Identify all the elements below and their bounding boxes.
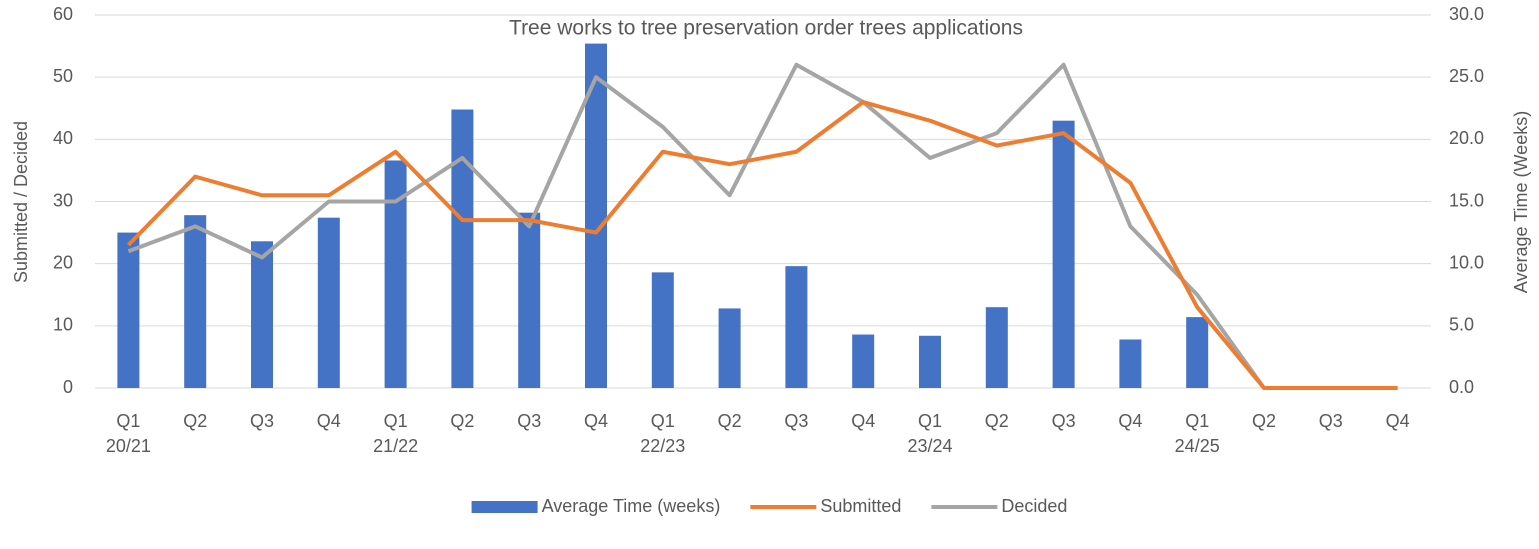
bar (651, 272, 674, 388)
x-tick-label: Q1 (1185, 411, 1209, 431)
bar (251, 241, 273, 388)
x-tick-label: Q1 (918, 411, 942, 431)
x-group-label: 22/23 (640, 436, 685, 456)
y2-tick-label: 0.0 (1449, 377, 1474, 397)
y-tick-label: 0 (63, 377, 73, 397)
x-tick-label: Q4 (584, 411, 608, 431)
bar (585, 43, 607, 388)
bar (785, 266, 808, 388)
y2-tick-label: 10.0 (1449, 252, 1484, 272)
x-tick-label: Q2 (718, 411, 742, 431)
y-tick-label: 30 (53, 190, 73, 210)
bar (852, 334, 875, 388)
x-group-label: 20/21 (106, 436, 151, 456)
x-tick-label: Q2 (183, 411, 207, 431)
x-tick-label: Q2 (450, 411, 474, 431)
x-tick-label: Q3 (517, 411, 541, 431)
x-tick-label: Q4 (317, 411, 341, 431)
x-tick-label: Q3 (1319, 411, 1343, 431)
y-tick-label: 20 (53, 252, 73, 272)
chart-title: Tree works to tree preservation order tr… (509, 17, 1023, 40)
legend-label: Submitted (820, 496, 901, 516)
x-tick-label: Q1 (116, 411, 140, 431)
y-tick-label: 40 (53, 128, 73, 148)
bar (919, 335, 941, 388)
y-axis-label: Submitted / Decided (11, 121, 31, 283)
x-tick-label: Q3 (250, 411, 274, 431)
x-tick-label: Q2 (1252, 411, 1276, 431)
bar (184, 215, 207, 388)
legend-label: Average Time (weeks) (542, 496, 721, 516)
bar (985, 307, 1008, 388)
y2-tick-label: 15.0 (1449, 190, 1484, 210)
line-series (126, 100, 1398, 390)
x-tick-label: Q2 (985, 411, 1009, 431)
x-tick-label: Q1 (384, 411, 408, 431)
bar (1186, 317, 1209, 388)
bar (718, 308, 741, 388)
x-tick-label: Q4 (851, 411, 875, 431)
bar (451, 109, 474, 388)
y2-tick-label: 25.0 (1449, 66, 1484, 86)
x-tick-label: Q4 (1118, 411, 1142, 431)
bar (1119, 339, 1142, 388)
y2-tick-label: 20.0 (1449, 128, 1484, 148)
x-tick-label: Q4 (1386, 411, 1410, 431)
x-group-label: 21/22 (373, 436, 418, 456)
x-tick-label: Q3 (1052, 411, 1076, 431)
y-tick-label: 60 (53, 4, 73, 24)
x-group-label: 24/25 (1175, 436, 1220, 456)
bar (317, 217, 340, 388)
legend-label: Decided (1001, 496, 1067, 516)
x-tick-label: Q1 (651, 411, 675, 431)
x-group-label: 23/24 (907, 436, 952, 456)
bar (518, 212, 541, 388)
y-tick-label: 10 (53, 315, 73, 335)
y2-axis-label: Average Time (Weeks) (1511, 111, 1531, 293)
legend-swatch (471, 501, 538, 513)
y-tick-label: 50 (53, 66, 73, 86)
bar (117, 232, 140, 388)
y2-tick-label: 5.0 (1449, 315, 1474, 335)
bar (1052, 120, 1075, 388)
y2-tick-label: 30.0 (1449, 4, 1484, 24)
x-tick-label: Q3 (784, 411, 808, 431)
bar (384, 160, 407, 388)
